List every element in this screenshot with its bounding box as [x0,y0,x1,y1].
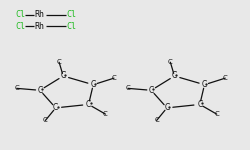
Text: Rh: Rh [35,10,45,19]
Text: C: C [57,59,62,65]
Text: C: C [90,80,96,89]
Text: Cl: Cl [67,10,77,19]
Text: C: C [168,59,173,65]
Text: C: C [53,103,58,112]
Text: Rh: Rh [35,22,45,31]
Text: C: C [86,100,91,109]
Text: C: C [154,117,159,123]
Text: C: C [172,72,177,81]
Text: C: C [148,86,154,95]
Text: C: C [214,111,219,117]
Text: C: C [112,75,116,81]
Text: C: C [103,111,108,117]
Text: C: C [197,100,202,109]
Text: C: C [126,85,130,91]
Text: C: C [164,103,170,112]
Text: Cl: Cl [15,22,25,31]
Text: Cl: Cl [15,10,25,19]
Text: Cl: Cl [67,22,77,31]
Text: C: C [223,75,228,81]
Text: C: C [202,80,207,89]
Text: C: C [60,72,66,81]
Text: C: C [43,117,48,123]
Text: C: C [14,85,19,91]
Text: C: C [37,86,43,95]
